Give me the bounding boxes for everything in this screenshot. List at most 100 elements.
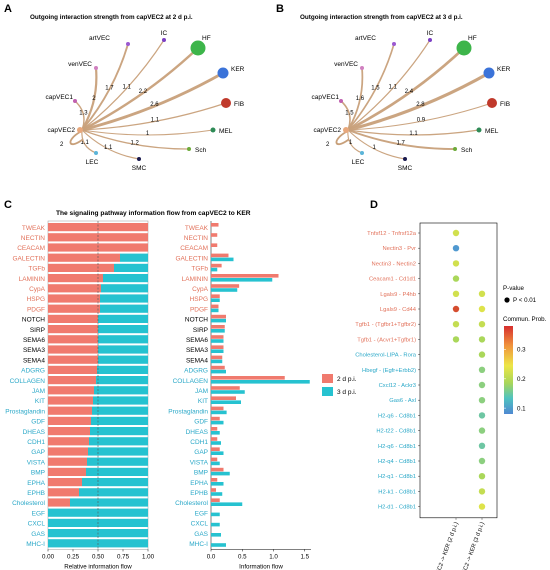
bar-day2 (211, 488, 216, 492)
bar-day3 (211, 512, 220, 517)
bar-day3 (88, 447, 148, 456)
category-label: GAS (31, 531, 45, 538)
panel-c-title: The signaling pathway information flow f… (56, 210, 251, 217)
bar-day2 (211, 437, 218, 441)
edge-weight-label: 2 (92, 96, 96, 102)
category-label: COLLAGEN (10, 378, 46, 385)
bar-day2 (48, 335, 98, 344)
category-label: TGFb (28, 266, 45, 273)
bar-day2 (211, 355, 223, 360)
node-sch (187, 147, 191, 151)
interaction-label: Hbegf - (Egfr+Erbb2) (362, 368, 416, 374)
interaction-label: Cxcl12 - Ackr3 (379, 383, 416, 389)
category-label: CXCL (191, 521, 209, 528)
category-label: EPHA (27, 480, 45, 487)
bar-day2 (211, 386, 240, 390)
bar-day2 (211, 457, 218, 462)
bar-day2 (48, 325, 98, 334)
bar-day2 (48, 345, 98, 354)
bar-day2 (211, 467, 224, 472)
node-capvec1 (339, 99, 343, 103)
bar-day2 (211, 243, 218, 247)
dot (478, 290, 486, 297)
bar-day3 (211, 543, 226, 547)
category-label: BMP (194, 470, 208, 477)
interaction-label: H2-q1 - Cd8b1 (378, 474, 416, 480)
panel-letter-c: C (4, 199, 12, 211)
dot (478, 442, 486, 449)
node-label: KER (231, 66, 245, 73)
bar-day3 (97, 365, 148, 374)
dot (452, 305, 460, 313)
category-label: LAMININ (182, 276, 209, 283)
x-category-label: (capVEC2 -> KER (3 d p.i.) (456, 521, 486, 570)
legend-label: 2 d p.i. (337, 376, 357, 383)
bar-day2 (48, 294, 100, 303)
bar-day3 (100, 304, 148, 313)
bar-day2 (211, 498, 220, 502)
bar-day2 (48, 314, 98, 323)
category-label: Prostaglandin (5, 408, 45, 415)
colorbar-tick-label: 0.2 (517, 376, 526, 383)
bar-day3 (211, 461, 220, 466)
category-label: LAMININ (19, 276, 46, 283)
node-label: venVEC (68, 61, 92, 68)
category-label: DHEAS (186, 429, 209, 436)
colorbar-tick-label: 0.3 (517, 347, 526, 354)
bar-day3 (211, 359, 223, 364)
interaction-label: Nectin3 - Nectin2 (372, 261, 416, 267)
edge-sch (81, 129, 190, 150)
edge-weight-label: 2.2 (139, 89, 148, 95)
edge-weight-label: 2.8 (416, 102, 425, 108)
information-flow-chart: TWEAK NECTIN CEACAM GALECTIN TGFb LAMININ CypA… (168, 221, 357, 570)
edge-lec (81, 129, 97, 154)
node-label: artVEC (89, 35, 110, 42)
dot (452, 245, 460, 252)
edge-weight-label: 2.4 (405, 89, 414, 95)
interaction-label: H2-k1 - Cd8b1 (378, 489, 416, 495)
x-tick-label: 0.25 (67, 553, 80, 560)
bar-day2 (211, 478, 218, 482)
bar-day3 (91, 416, 148, 425)
bar-day3 (103, 274, 148, 283)
plot-frame (419, 222, 498, 519)
edge-weight-label: 1 (373, 145, 377, 151)
node-label: venVEC (334, 61, 358, 68)
bar-day2 (48, 396, 93, 405)
edge-smc (347, 129, 406, 160)
dot (478, 351, 486, 358)
category-label: HSPG (27, 296, 45, 303)
interaction-label: Lgals9 - Cd44 (380, 307, 417, 313)
node-ic (162, 38, 166, 42)
edge-weight-label: 0.9 (417, 117, 426, 123)
node-label: LEC (86, 159, 99, 166)
node-label: SMC (398, 165, 413, 172)
bar-day2 (211, 396, 236, 400)
node-ker (483, 67, 495, 79)
bar-day2 (48, 304, 100, 313)
interaction-label: Tgfb1 - (Acvr1+Tgfbr1) (357, 337, 416, 343)
edge-weight-label: 1.3 (79, 110, 88, 116)
edge-weight-label: 1.7 (396, 140, 405, 146)
category-label: NOTCH (22, 317, 45, 324)
bar-day3 (211, 420, 224, 425)
node-label: capVEC2 (48, 127, 76, 134)
edge-ker (346, 71, 491, 132)
node-label: KER (497, 66, 511, 73)
interaction-label: Tgfb1 - (Tgfbr1+Tgfbr2) (355, 322, 416, 328)
panel-a-title: Outgoing interaction strength from capVE… (30, 14, 193, 21)
bar-day3 (211, 308, 219, 313)
bar-day2 (211, 304, 219, 309)
category-label: GAS (194, 531, 208, 538)
bar-day3 (94, 386, 148, 395)
bar-day3 (211, 400, 241, 404)
edge-smc (81, 129, 140, 160)
edge-weight-label: 1.1 (409, 131, 418, 137)
category-label: SIRP (30, 327, 45, 334)
dot (452, 290, 460, 297)
category-label: GAP (194, 449, 208, 456)
dot (478, 321, 486, 328)
node-label: HF (468, 35, 477, 42)
node-artvec (392, 42, 396, 46)
category-label: GDF (31, 419, 45, 426)
